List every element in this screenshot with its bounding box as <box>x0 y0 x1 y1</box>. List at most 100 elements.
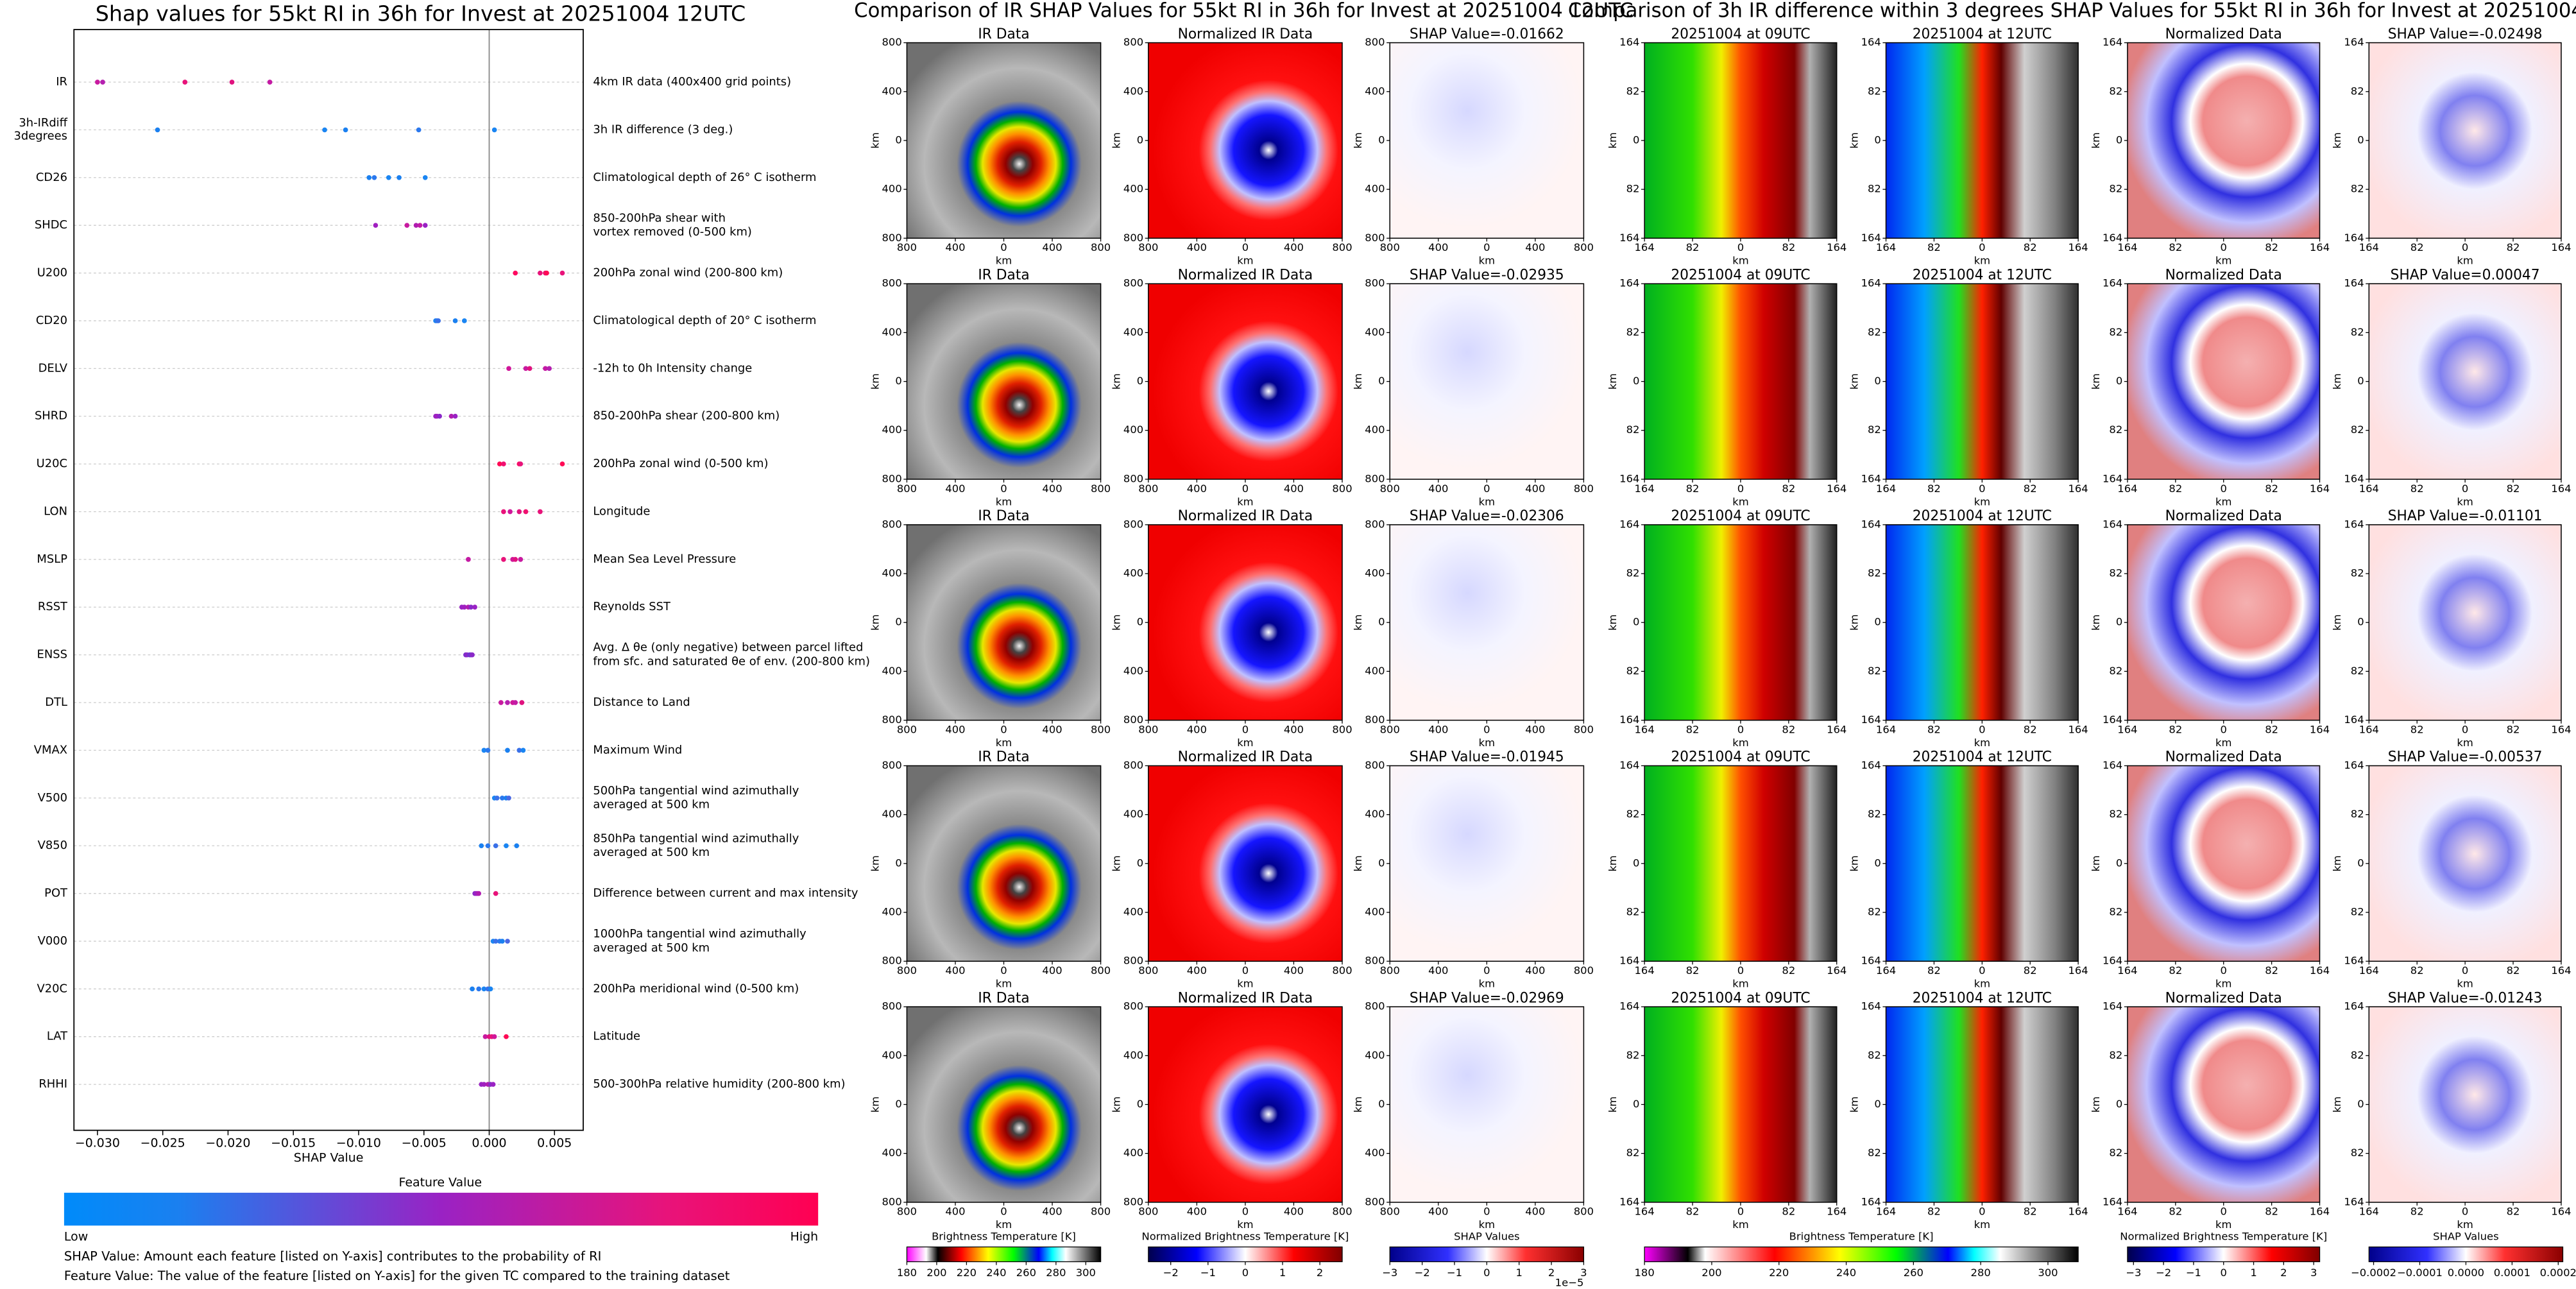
y-tick-label: 0 <box>2357 375 2364 387</box>
x-tick-label: 164 <box>2117 482 2137 495</box>
shap-point <box>468 604 473 610</box>
y-tick-label: 400 <box>1365 85 1385 97</box>
y-tick-label: 82 <box>2351 423 2364 436</box>
y-tick-label: 164 <box>2103 518 2122 530</box>
y-tick-label: 82 <box>1626 1147 1640 1159</box>
y-tick-label: 82 <box>1626 183 1640 195</box>
shap-point <box>504 843 509 849</box>
y-tick-label: 800 <box>1123 277 1143 289</box>
x-tick-label: 164 <box>1876 723 1896 735</box>
x-axis-label: km <box>2457 978 2473 990</box>
colorbar-label: SHAP Values <box>1454 1231 1520 1243</box>
x-tick-label: 82 <box>1927 964 1941 977</box>
x-tick-label: 82 <box>1782 964 1795 977</box>
x-tick-label: 0 <box>1737 723 1744 735</box>
x-tick-label: 82 <box>2024 723 2037 735</box>
shap-point <box>523 509 529 515</box>
x-tick-label: 164 <box>1827 1206 1847 1218</box>
shap-point <box>527 366 533 371</box>
shap-point <box>485 747 491 753</box>
y-axis-label: km <box>1352 132 1364 148</box>
colorbar <box>1389 1246 1585 1263</box>
feature-description: 200hPa zonal wind (0-500 km) <box>593 457 768 470</box>
y-tick-label: 800 <box>1123 713 1143 726</box>
panel-title: 20251004 at 12UTC <box>1913 267 2052 283</box>
panel-title: SHAP Value=-0.00537 <box>2388 749 2543 765</box>
image-panel <box>2368 1006 2562 1203</box>
y-tick-label: 0 <box>1874 857 1881 869</box>
colorbar-tick-label: 220 <box>1769 1267 1789 1279</box>
x-tick-label: 82 <box>2410 482 2424 495</box>
image-panel <box>1644 1006 1838 1203</box>
x-tick-label: 82 <box>2410 723 2424 735</box>
panel-title: Normalized Data <box>2165 749 2282 765</box>
y-tick-label: 0 <box>895 1098 901 1110</box>
y-tick-label: 82 <box>1868 1147 1881 1159</box>
shap-point <box>485 843 491 849</box>
y-tick-label: 164 <box>1619 472 1639 484</box>
image-panel <box>1644 765 1838 962</box>
y-tick-label: 400 <box>882 1049 902 1061</box>
x-tick-label: 164 <box>2117 1206 2137 1218</box>
shap-point <box>491 127 497 133</box>
x-tick-label: −0.010 <box>336 1136 381 1150</box>
x-tick-label: 82 <box>1927 482 1941 495</box>
shap-point <box>476 891 482 896</box>
feature-name: LON <box>44 504 67 518</box>
feature-description: 850hPa tangential wind azimuthally <box>593 832 799 845</box>
x-tick-label: 82 <box>2507 964 2520 977</box>
x-tick-label: 400 <box>1525 482 1545 495</box>
feature-description: 1000hPa tangential wind azimuthally <box>593 927 806 941</box>
y-tick-label: 0 <box>895 857 901 869</box>
panel-title: SHAP Value=-0.01662 <box>1410 26 1564 42</box>
colorbar-tick-label: 0.0002 <box>2540 1267 2576 1279</box>
x-tick-label: 82 <box>2507 241 2520 253</box>
panel-title: 20251004 at 09UTC <box>1671 267 1810 283</box>
image-panel <box>2368 283 2562 480</box>
y-tick-label: 0 <box>1378 1098 1385 1110</box>
panel-title: 20251004 at 09UTC <box>1671 990 1810 1006</box>
x-tick-label: 82 <box>2024 482 2037 495</box>
x-tick-label: 0 <box>1242 241 1249 253</box>
colorbar-tick-label: 2 <box>2280 1267 2287 1279</box>
y-tick-label: 400 <box>1123 665 1143 677</box>
y-tick-label: 164 <box>2103 36 2122 48</box>
image-panel <box>906 42 1102 239</box>
image-panel <box>2127 524 2321 721</box>
x-axis-label: km <box>1237 737 1253 749</box>
x-tick-label: 82 <box>2169 482 2182 495</box>
y-tick-label: 800 <box>1365 472 1385 484</box>
colorbar-tick-label: 300 <box>2038 1267 2058 1279</box>
shap-point <box>499 939 505 944</box>
y-tick-label: 82 <box>2109 1049 2122 1061</box>
y-tick-label: 400 <box>882 665 902 677</box>
panel-title: 20251004 at 09UTC <box>1671 749 1810 765</box>
x-tick-label: 0 <box>1737 482 1744 495</box>
y-tick-label: 400 <box>1123 567 1143 579</box>
y-tick-label: 82 <box>1868 567 1881 579</box>
shap-point <box>322 127 327 133</box>
y-tick-label: 800 <box>882 955 902 967</box>
y-tick-label: 400 <box>1365 567 1385 579</box>
shap-point <box>452 413 458 419</box>
colorbar-label: Brightness Temperature [K] <box>1789 1231 1934 1243</box>
shap-point <box>461 604 467 610</box>
x-tick-label: 0 <box>1483 482 1490 495</box>
colorbar-tick-label: 0 <box>1242 1267 1249 1279</box>
y-tick-label: 82 <box>2351 326 2364 338</box>
y-tick-label: 164 <box>2344 1000 2364 1012</box>
image-panel <box>906 524 1102 721</box>
y-tick-label: 800 <box>1365 1195 1385 1208</box>
shap-point <box>501 461 506 466</box>
x-tick-label: 400 <box>945 1206 965 1218</box>
feature-name: 3degrees <box>14 130 67 143</box>
feature-description: 850-200hPa shear (200-800 km) <box>593 409 780 423</box>
x-tick-label: 0 <box>1979 964 1985 977</box>
colorbar-tick-label: 0 <box>2221 1267 2227 1279</box>
feature-name: SHDC <box>35 218 67 232</box>
image-panel <box>1389 524 1585 721</box>
shap-point <box>493 891 499 896</box>
feature-description: 3h IR difference (3 deg.) <box>593 123 733 136</box>
y-tick-label: 400 <box>1365 423 1385 436</box>
x-tick-label: 82 <box>2169 1206 2182 1218</box>
